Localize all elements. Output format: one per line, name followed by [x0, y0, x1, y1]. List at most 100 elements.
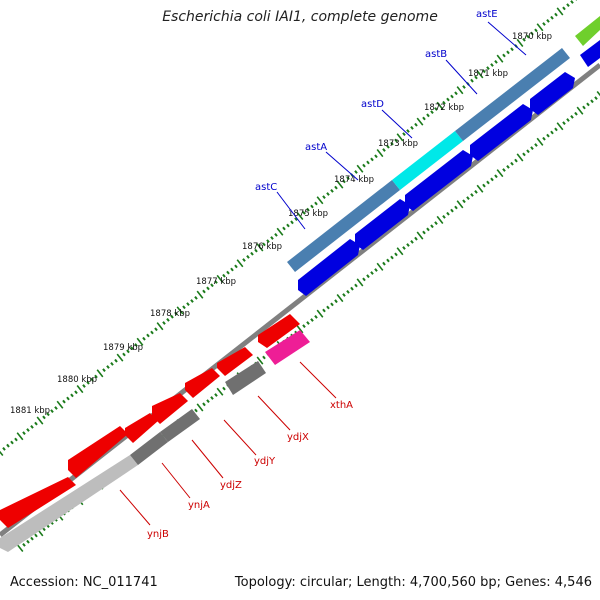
scale-tick	[566, 3, 570, 8]
scale-tick	[296, 325, 304, 334]
scale-tick	[396, 133, 404, 142]
scale-tick	[170, 314, 174, 319]
scale-tick	[496, 169, 504, 178]
scale-tick	[154, 327, 158, 332]
gene-label-ydjZ[interactable]: ydjZ	[220, 480, 242, 491]
scale-tick	[96, 369, 104, 378]
scale-tick	[334, 299, 338, 304]
scale-tick	[456, 86, 464, 95]
scale-tick	[516, 38, 524, 47]
scale-tick	[194, 408, 198, 413]
scale-tick	[294, 217, 298, 222]
scale-tick	[346, 289, 350, 294]
scale-tick	[210, 283, 214, 288]
cds-feature-ydjY[interactable]	[125, 413, 158, 443]
scale-tick	[462, 199, 466, 204]
scale-tick	[30, 536, 34, 541]
cds-feature-red-4[interactable]	[152, 393, 188, 424]
gene-leader-line	[257, 395, 291, 431]
gene-label-astA[interactable]: astA	[305, 142, 327, 153]
scale-tick	[322, 308, 326, 313]
scale-tick	[570, 114, 574, 119]
cds-feature-lightgray[interactable]	[0, 455, 138, 552]
cds-feature-ydjZ[interactable]	[0, 477, 76, 528]
scale-tick	[436, 215, 444, 224]
scale-tick	[202, 289, 206, 294]
scale-tick	[16, 432, 24, 441]
scale-tick	[410, 125, 414, 130]
scale-tick	[270, 236, 274, 240]
cds-feature-astC[interactable]	[287, 180, 400, 272]
cds-feature-red-5[interactable]	[185, 368, 220, 398]
scale-tick	[426, 227, 430, 232]
scale-tick	[446, 97, 450, 102]
scale-tick	[126, 349, 130, 354]
scale-tick	[46, 412, 50, 417]
scale-tick	[162, 321, 166, 325]
scale-tick	[214, 393, 218, 397]
gene-label-xthA[interactable]: xthA	[330, 400, 353, 411]
cds-feature-astE[interactable]	[575, 16, 600, 46]
gene-label-ynjB[interactable]: ynjB	[147, 529, 169, 540]
scale-tick	[362, 163, 366, 168]
scale-tick	[354, 170, 358, 174]
scale-tick	[394, 252, 398, 257]
scale-tick	[546, 133, 550, 138]
scale-tick	[266, 239, 270, 244]
scale-tick	[330, 302, 334, 307]
cds-feature-ynjA[interactable]	[68, 426, 128, 478]
gene-label-astC[interactable]: astC	[255, 182, 277, 193]
scale-tick	[454, 205, 458, 210]
cds-feature-blue-5[interactable]	[530, 72, 575, 115]
cds-feature-gray-3[interactable]	[225, 361, 266, 395]
cds-feature-astA[interactable]	[392, 131, 463, 190]
cds-feature-ydjX[interactable]	[217, 347, 253, 376]
cds-feature-blue-2[interactable]	[355, 199, 410, 250]
gene-leader-line	[381, 109, 413, 139]
scale-tick	[486, 66, 490, 71]
scale-tick	[230, 267, 234, 272]
cds-feature-blue-4[interactable]	[470, 104, 533, 161]
scale-tick	[196, 290, 204, 299]
scale-tick	[314, 201, 318, 206]
gene-label-ydjY[interactable]: ydjY	[254, 456, 276, 467]
scale-tick	[554, 12, 558, 17]
cds-feature-gray-2[interactable]	[160, 409, 200, 442]
cds-feature-red-7[interactable]	[258, 314, 300, 348]
gene-label-astE[interactable]: astE	[476, 9, 498, 20]
scale-tick	[382, 261, 386, 266]
cds-feature-xthA[interactable]	[265, 330, 310, 365]
scale-tick	[356, 278, 364, 287]
scale-tick	[542, 136, 546, 141]
cds-feature-astD[interactable]	[455, 48, 570, 141]
scale-tick	[526, 149, 530, 154]
gene-label-ynjA[interactable]: ynjA	[188, 500, 210, 511]
cds-feature-blue-3[interactable]	[405, 150, 473, 211]
scale-tick	[102, 368, 106, 373]
scale-tick	[22, 431, 26, 436]
scale-tick	[562, 6, 566, 11]
gene-label-astB[interactable]: astB	[425, 49, 447, 60]
scale-tick	[334, 185, 338, 190]
scale-tick	[66, 396, 70, 401]
gene-label-astD[interactable]: astD	[361, 99, 384, 110]
scale-tick	[576, 106, 584, 115]
scale-tick	[530, 146, 534, 151]
scale-tick	[506, 50, 510, 55]
cds-feature-blue-1[interactable]	[298, 239, 360, 296]
cds-feature-blue-6[interactable]	[580, 40, 600, 67]
scale-tick	[74, 390, 78, 395]
scale-tick	[474, 189, 478, 194]
scale-tick	[374, 268, 378, 272]
scale-tick	[550, 15, 554, 20]
scale-tick	[386, 258, 390, 263]
scale-tick	[134, 343, 138, 347]
gene-label-ydjX[interactable]: ydjX	[287, 432, 309, 443]
scale-tick	[186, 302, 190, 307]
map-title: Escherichia coli IAI1, complete genome	[162, 9, 438, 25]
scale-tick	[510, 161, 514, 166]
cds-feature-gray-1[interactable]	[130, 432, 168, 465]
scale-tick	[550, 130, 554, 135]
scale-label: 1870 kbp	[512, 32, 552, 42]
